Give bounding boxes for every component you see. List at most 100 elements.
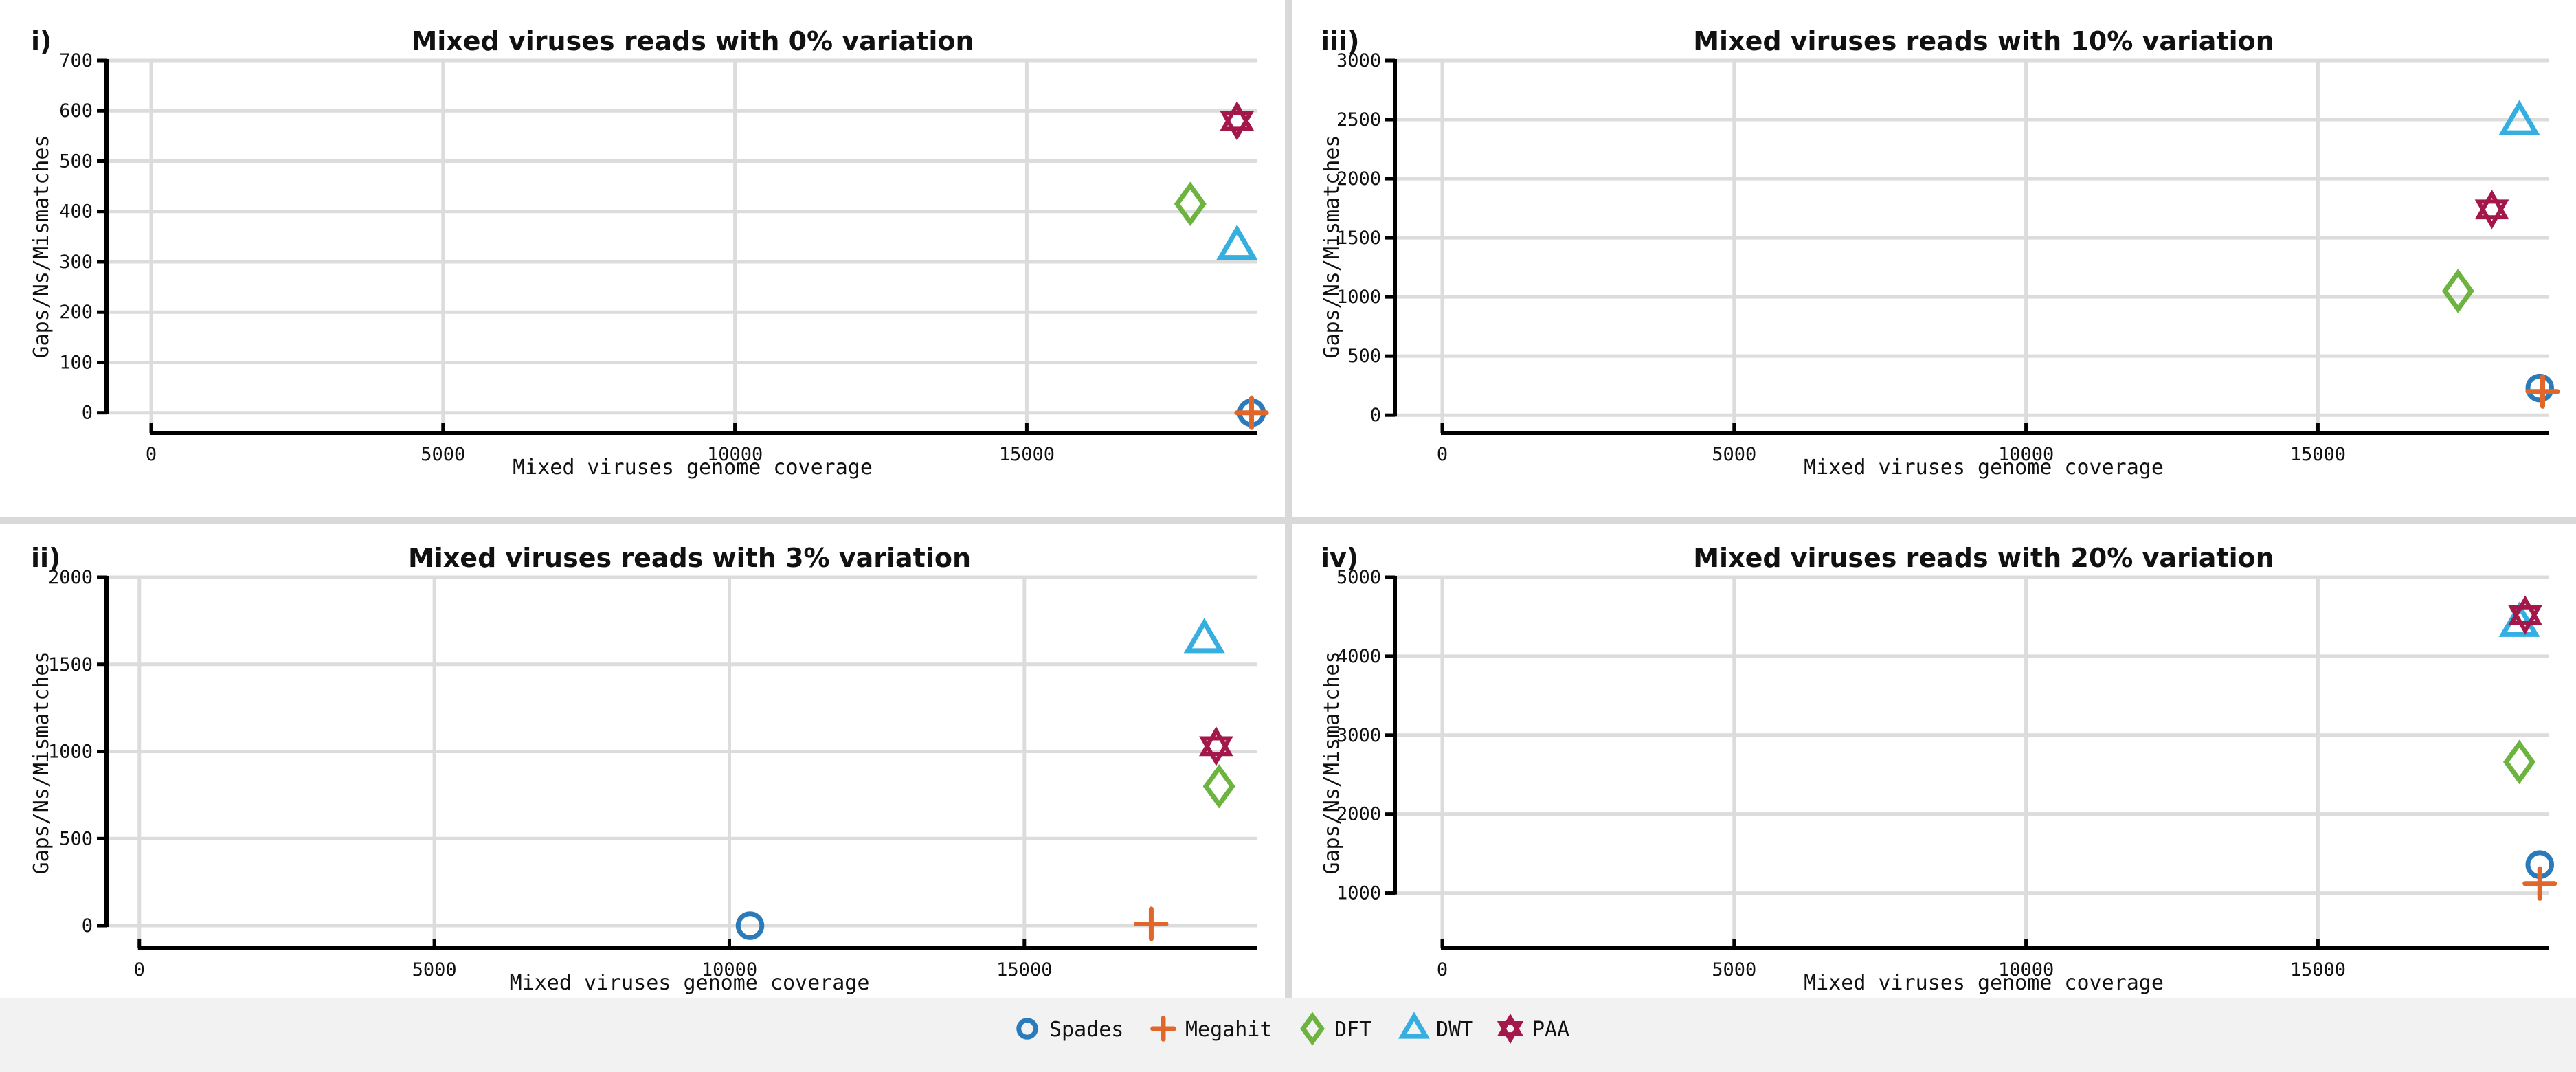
- x-tick-label: 0: [1437, 959, 1448, 981]
- data-point-dft: [1202, 763, 1235, 809]
- x-tick-label: 15000: [2290, 959, 2346, 981]
- y-axis-title: Gaps/Ns/Mismatches: [1320, 135, 1344, 358]
- y-tick-label: 1000: [1336, 883, 1381, 904]
- data-point-paa: [1220, 101, 1255, 141]
- x-tick-label: 15000: [996, 959, 1052, 981]
- chart-panel-i: 0 100 200 300 400 500 600 700 0 5000 10000 15000 i) M…: [30, 26, 1269, 480]
- legend-star-marker: [1497, 1013, 1524, 1045]
- panel-title: Mixed viruses reads with 10% variation: [1693, 26, 2274, 56]
- legend-label: PAA: [1532, 1018, 1569, 1042]
- legend-plus-marker: [1150, 1016, 1176, 1042]
- panel-background-iv: [1292, 524, 2576, 998]
- x-tick-label: 10000: [702, 959, 757, 981]
- y-tick-label: 2000: [48, 567, 93, 588]
- y-tick-label: 2500: [1336, 109, 1381, 131]
- panel-label: i): [31, 26, 52, 56]
- data-point-dwt: [1183, 618, 1225, 654]
- legend-triangle-marker: [1398, 1012, 1431, 1039]
- legend-diamond-marker: [1300, 1012, 1325, 1046]
- y-tick-label: 700: [59, 50, 93, 71]
- legend-label: DFT: [1334, 1018, 1371, 1042]
- y-tick-label: 5000: [1336, 567, 1381, 588]
- x-tick-label: 5000: [1712, 444, 1756, 465]
- x-tick-label: 5000: [421, 444, 465, 465]
- y-tick-label: 500: [1347, 346, 1381, 367]
- data-point-paa: [2474, 190, 2509, 230]
- x-tick-label: 0: [146, 444, 157, 465]
- x-tick-label: 5000: [1712, 959, 1756, 981]
- y-axis-title: Gaps/Ns/Mismatches: [1320, 651, 1344, 874]
- data-point-megahit: [2522, 866, 2557, 901]
- data-point-megahit: [2525, 374, 2560, 409]
- panel-background-iii: [1292, 0, 2576, 517]
- y-tick-label: 0: [1370, 405, 1381, 426]
- x-axis-title: Mixed viruses genome coverage: [1804, 456, 2164, 480]
- data-point-dft: [2441, 269, 2474, 313]
- y-tick-label: 300: [59, 252, 93, 273]
- legend-circle-marker: [1016, 1018, 1038, 1040]
- panel-title: Mixed viruses reads with 0% variation: [411, 26, 974, 56]
- data-point-megahit: [1234, 395, 1269, 430]
- data-point-megahit: [1134, 906, 1169, 941]
- data-point-dwt: [2498, 100, 2540, 135]
- chart-panel-iv: 1000 2000 3000 4000 5000 0 5000 10000 15000 iv) Mi…: [1320, 543, 2557, 995]
- legend-label: DWT: [1436, 1018, 1473, 1042]
- x-tick-label: 5000: [412, 959, 457, 981]
- legend-label: Megahit: [1185, 1018, 1272, 1042]
- data-point-spades: [2525, 373, 2555, 403]
- y-tick-label: 600: [59, 100, 93, 122]
- panel-background-i: [0, 0, 1285, 517]
- panel-label: iii): [1321, 26, 1359, 56]
- panel-label: ii): [31, 543, 60, 573]
- panel-label: iv): [1321, 543, 1358, 573]
- y-tick-label: 2000: [1336, 804, 1381, 825]
- x-tick-label: 0: [134, 959, 145, 981]
- y-tick-label: 0: [82, 915, 93, 937]
- y-tick-label: 100: [59, 352, 93, 373]
- x-tick-label: 15000: [999, 444, 1055, 465]
- data-point-paa: [2508, 595, 2542, 635]
- x-tick-label: 0: [1437, 444, 1448, 465]
- y-tick-label: 2000: [1336, 168, 1381, 190]
- legend-item-megahit: Megahit: [1150, 1016, 1272, 1042]
- x-tick-label: 15000: [2290, 444, 2346, 465]
- y-tick-label: 4000: [1336, 646, 1381, 667]
- x-axis-title: Mixed viruses genome coverage: [513, 456, 873, 480]
- panel-title: Mixed viruses reads with 3% variation: [408, 543, 971, 573]
- y-tick-label: 1000: [48, 741, 93, 763]
- y-tick-label: 1500: [48, 654, 93, 675]
- legend: Spades Megahit DFT DWT PAA: [1016, 1012, 1569, 1046]
- data-point-dft: [2502, 739, 2536, 785]
- data-point-dft: [1174, 181, 1207, 227]
- legend-item-spades: Spades: [1016, 1018, 1123, 1042]
- legend-label: Spades: [1049, 1018, 1123, 1042]
- y-tick-label: 500: [59, 150, 93, 172]
- y-tick-label: 1500: [1336, 227, 1381, 249]
- x-axis-title: Mixed viruses genome coverage: [510, 971, 870, 995]
- y-tick-label: 500: [59, 828, 93, 849]
- y-tick-label: 1000: [1336, 287, 1381, 308]
- x-axis-title: Mixed viruses genome coverage: [1804, 971, 2164, 995]
- panel-title: Mixed viruses reads with 20% variation: [1693, 543, 2274, 573]
- y-tick-label: 3000: [1336, 725, 1381, 746]
- x-tick-label: 10000: [1998, 959, 2054, 981]
- y-tick-label: 400: [59, 201, 93, 223]
- y-tick-label: 3000: [1336, 50, 1381, 71]
- legend-item-dft: DFT: [1300, 1012, 1371, 1046]
- y-axis-title: Gaps/Ns/Mismatches: [30, 135, 54, 358]
- legend-item-paa: PAA: [1497, 1013, 1569, 1045]
- data-point-spades: [735, 911, 765, 940]
- chart-panel-ii: 0 500 1000 1500 2000 0 5000 10000 15000 ii) Mixed …: [30, 543, 1257, 995]
- x-tick-label: 10000: [707, 444, 763, 465]
- y-axis-title: Gaps/Ns/Mismatches: [30, 651, 54, 874]
- chart-panel-iii: 0 500 1000 1500 2000 2500 3000 0 5000 10000 15000 i…: [1320, 26, 2560, 480]
- data-point-dwt: [1216, 224, 1258, 260]
- y-tick-label: 0: [82, 403, 93, 424]
- panel-background-ii: [0, 524, 1285, 998]
- data-point-paa: [1198, 726, 1233, 766]
- x-tick-label: 10000: [1998, 444, 2054, 465]
- legend-item-dwt: DWT: [1398, 1012, 1473, 1042]
- y-tick-label: 200: [59, 302, 93, 323]
